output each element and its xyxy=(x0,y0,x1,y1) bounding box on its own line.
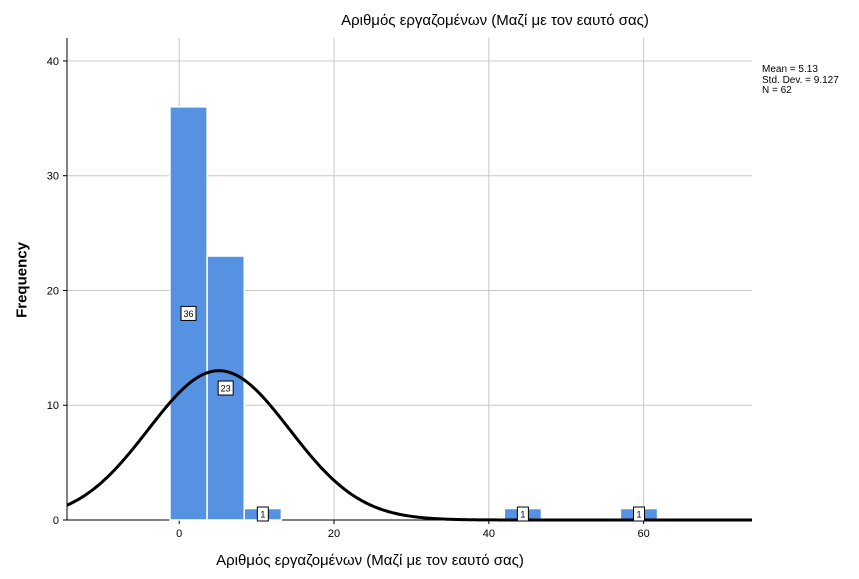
y-tick-label: 20 xyxy=(47,285,59,297)
x-tick-label: 20 xyxy=(328,528,340,540)
stat-std-dev: Std. Dev. = 9.127 xyxy=(762,74,839,86)
statistics-box: Mean = 5.13 Std. Dev. = 9.127 N = 62 xyxy=(762,64,839,97)
stat-mean: Mean = 5.13 xyxy=(762,64,818,75)
stat-n: N = 62 xyxy=(762,85,792,96)
data-label-box xyxy=(180,305,197,321)
data-label: 1 xyxy=(636,510,641,520)
y-tick-label: 0 xyxy=(53,515,59,527)
x-tick-label: 40 xyxy=(483,528,495,540)
data-label: 1 xyxy=(260,510,265,520)
y-tick-label: 30 xyxy=(47,171,59,183)
x-tick-label: 60 xyxy=(638,528,650,540)
y-tick-label: 40 xyxy=(47,56,59,68)
data-label: 36 xyxy=(184,309,194,319)
chart-title: Αριθμός εργαζομένων (Μαζί με τον εαυτό σ… xyxy=(341,12,649,29)
data-label-box xyxy=(516,506,529,522)
data-label-box xyxy=(217,380,234,396)
y-tick-label: 10 xyxy=(47,400,59,412)
data-label-box xyxy=(256,506,269,522)
data-label-box xyxy=(632,506,645,522)
x-axis-label: Αριθμός εργαζομένων (Μαζί με τον εαυτό σ… xyxy=(216,552,524,569)
data-label: 1 xyxy=(520,510,525,520)
x-tick-label: 0 xyxy=(176,528,182,540)
data-label: 23 xyxy=(221,384,231,394)
